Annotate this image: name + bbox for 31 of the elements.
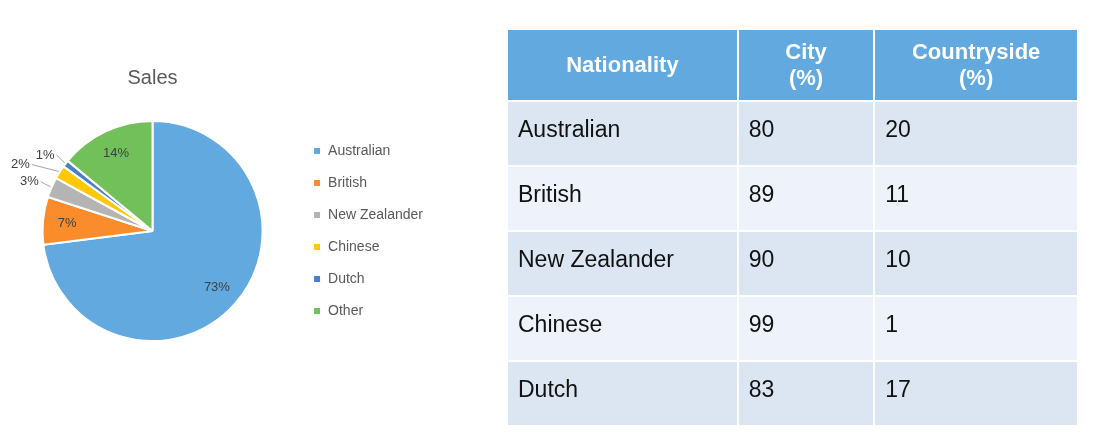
y-tick-label: Dutch — [518, 376, 579, 402]
data-label: 83 — [748, 376, 775, 402]
x-tick-label: Countryside (%) — [911, 39, 1041, 91]
legend-label: Dutch — [328, 269, 365, 286]
data-label: 17 — [885, 376, 911, 402]
y-tick-label: Chinese — [518, 311, 603, 337]
data-label: 89 — [748, 181, 775, 207]
data-label: 7% — [57, 214, 77, 230]
data-label: 1 — [885, 311, 899, 337]
legend-label: Other — [328, 301, 364, 318]
legend-label: New Zealander — [328, 205, 424, 222]
data-label: 90 — [748, 246, 775, 272]
data-label: 20 — [885, 116, 911, 142]
data-label: 14% — [102, 144, 130, 160]
legend-label: British — [328, 173, 367, 190]
legend-label: Chinese — [328, 237, 380, 254]
data-label: 10 — [885, 246, 911, 272]
y-tick-label: New Zealander — [518, 246, 674, 272]
x-tick-label: City (%) — [785, 39, 827, 91]
data-label: 99 — [748, 311, 775, 337]
data-label: 80 — [748, 116, 775, 142]
y-tick-label: British — [518, 181, 582, 207]
data-label: 73% — [203, 279, 231, 295]
data-label: 11 — [885, 181, 910, 207]
legend-label: Australian — [328, 141, 391, 158]
y-axis-title: Nationality — [566, 52, 679, 77]
data-label: 3% — [19, 173, 40, 189]
y-tick-label: Australian — [518, 116, 621, 142]
data-label: 1% — [35, 146, 55, 162]
chart-title: Sales — [127, 65, 178, 88]
data-label: 2% — [11, 156, 31, 172]
